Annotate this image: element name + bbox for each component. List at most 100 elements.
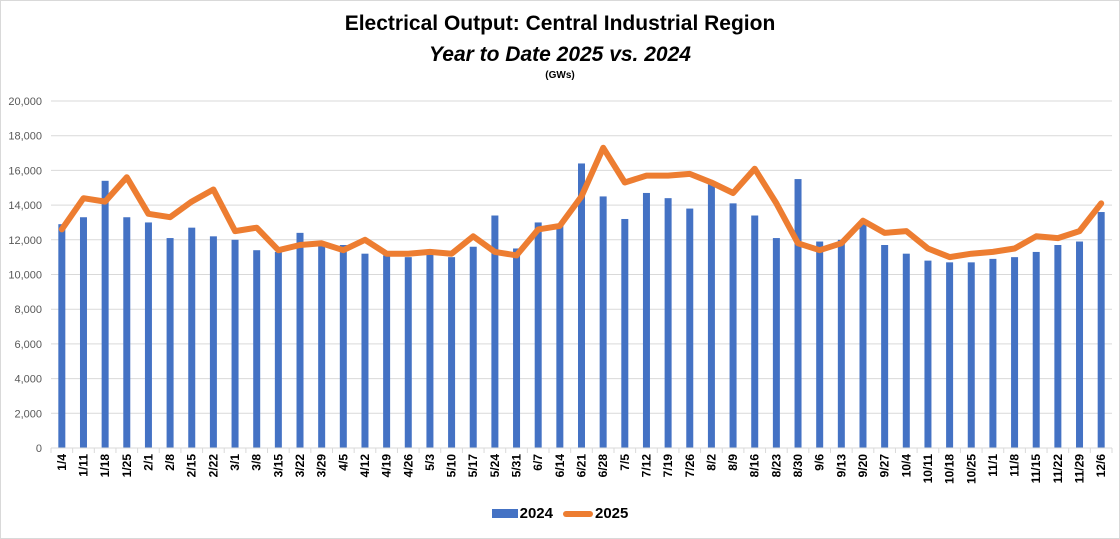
x-tick-label: 5/10 <box>445 454 459 478</box>
x-tick-label: 5/24 <box>488 454 502 478</box>
bar-2024 <box>491 215 499 448</box>
x-tick-label: 10/11 <box>921 454 935 484</box>
x-tick-label: 3/29 <box>315 454 329 478</box>
legend-label-2024: 2024 <box>519 505 553 522</box>
bar-2024 <box>469 246 477 448</box>
bar-2024 <box>794 179 802 448</box>
y-tick-label: 12,000 <box>8 235 42 247</box>
legend-swatch-bar <box>491 509 518 518</box>
x-tick-label: 9/13 <box>834 454 848 478</box>
y-tick-label: 20,000 <box>8 96 42 108</box>
x-tick-label: 6/21 <box>575 454 589 478</box>
bar-2024 <box>426 253 434 448</box>
x-tick-label: 9/27 <box>878 454 892 478</box>
chart-subtitle: Year to Date 2025 vs. 2024 <box>429 43 691 66</box>
x-tick-label: 7/12 <box>639 454 653 478</box>
bar-2024 <box>686 208 694 448</box>
bar-2024 <box>729 203 737 448</box>
bar-2024 <box>707 184 715 448</box>
bar-2024 <box>1076 241 1084 448</box>
y-tick-label: 2,000 <box>14 408 42 420</box>
bar-2024 <box>902 253 910 448</box>
bar-2024 <box>946 262 954 448</box>
x-tick-label: 9/20 <box>856 454 870 478</box>
bar-2024 <box>1097 212 1105 448</box>
legend-swatch-line <box>563 510 593 517</box>
line-2025 <box>58 144 1105 261</box>
x-tick-label: 2/1 <box>141 454 155 471</box>
x-tick-label: 8/9 <box>726 454 740 471</box>
bar-2024 <box>123 217 131 448</box>
x-tick-label: 11/29 <box>1073 454 1087 484</box>
x-tick-label: 5/3 <box>423 454 437 471</box>
y-tick-label: 18,000 <box>8 131 42 143</box>
bar-2024 <box>621 218 629 448</box>
x-tick-label: 3/22 <box>293 454 307 478</box>
x-tick-label: 7/5 <box>618 454 632 471</box>
x-tick-label: 2/8 <box>163 454 177 471</box>
bar-2024 <box>534 222 542 448</box>
x-tick-label: 8/30 <box>791 454 805 478</box>
bar-2024 <box>556 225 564 448</box>
y-tick-label: 0 <box>36 443 42 455</box>
y-tick-label: 8,000 <box>14 304 42 316</box>
x-tick-label: 5/31 <box>510 454 524 478</box>
bar-2024 <box>772 238 780 448</box>
x-tick-label: 10/25 <box>964 454 978 484</box>
bar-2024 <box>881 245 889 448</box>
bar-2024 <box>231 239 239 448</box>
legend-item-2024[interactable]: 2024 <box>491 505 553 522</box>
bar-2024 <box>209 236 217 448</box>
x-tick-label: 11/15 <box>1029 454 1043 484</box>
x-tick-label: 1/25 <box>120 454 134 478</box>
y-axis: 0 2,000 4,000 6,000 8,000 10,000 12,000 14,000 1… <box>8 96 42 455</box>
legend-item-2025[interactable]: 2025 <box>563 505 628 522</box>
bar-2024 <box>664 198 672 448</box>
bar-2024 <box>859 224 867 448</box>
bar-2024 <box>816 241 824 448</box>
x-tick-label: 11/8 <box>1008 454 1022 477</box>
x-tick-label: 11/1 <box>986 454 1000 477</box>
x-tick-label: 5/17 <box>466 454 480 478</box>
bar-2024 <box>253 250 261 448</box>
y-tick-label: 4,000 <box>14 374 42 386</box>
bar-2024 <box>79 217 87 448</box>
x-tick-label: 4/26 <box>401 454 415 478</box>
x-tick-label: 6/28 <box>596 454 610 478</box>
bars-2024 <box>58 163 1105 448</box>
x-tick-label: 4/19 <box>380 454 394 478</box>
x-tick-label: 2/22 <box>206 454 220 478</box>
x-tick-label: 3/8 <box>250 454 264 471</box>
x-tick-label: 2/15 <box>185 454 199 478</box>
bar-2024 <box>101 180 109 448</box>
x-tick-label: 10/18 <box>943 454 957 484</box>
bar-2024 <box>448 257 456 448</box>
y-tick-label: 14,000 <box>8 200 42 212</box>
bar-2024 <box>989 258 997 448</box>
x-tick-label: 4/12 <box>358 454 372 478</box>
bar-2024 <box>188 227 196 448</box>
bar-2024 <box>383 255 391 448</box>
bar-2024 <box>751 215 759 448</box>
x-tick-label: 1/18 <box>98 454 112 478</box>
x-tick-label: 6/14 <box>553 454 567 478</box>
bar-2024 <box>144 222 152 448</box>
bar-2024 <box>274 251 282 448</box>
bar-2024 <box>58 224 66 448</box>
bar-2024 <box>1032 251 1040 448</box>
bar-2024 <box>166 238 174 448</box>
x-tick-label: 6/7 <box>531 454 545 471</box>
x-tick-label: 11/22 <box>1051 454 1065 484</box>
y-tick-label: 6,000 <box>14 339 42 351</box>
x-tick-label: 12/6 <box>1094 454 1108 478</box>
bar-2024 <box>837 239 845 448</box>
bar-2024 <box>513 248 521 448</box>
x-tick-label: 3/1 <box>228 454 242 471</box>
x-tick-label: 1/11 <box>76 454 90 477</box>
chart-title: Electrical Output: Central Industrial Re… <box>344 12 776 35</box>
bar-2024 <box>1054 245 1062 448</box>
x-tick-label: 8/16 <box>748 454 762 478</box>
bar-2024 <box>361 253 369 448</box>
bar-2024 <box>1011 257 1019 448</box>
